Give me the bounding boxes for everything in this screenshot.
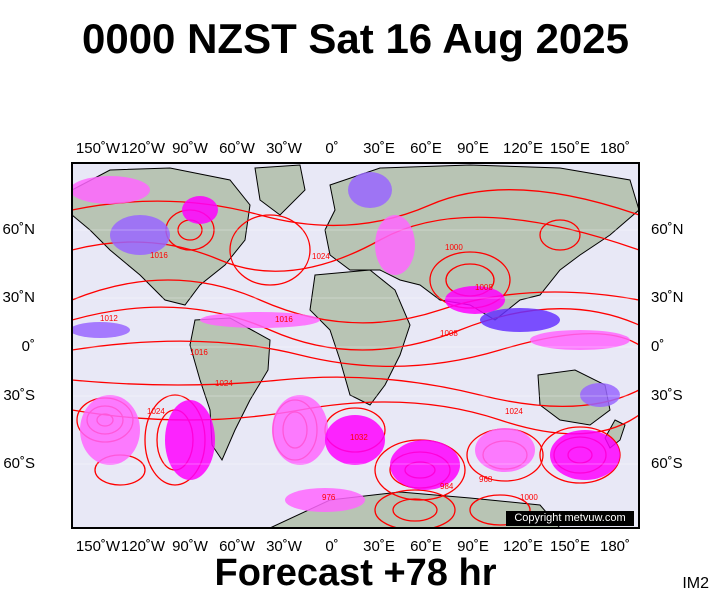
- lat-label-right: 60˚S: [651, 455, 683, 472]
- graticule: [72, 229, 639, 465]
- isobar-label: 984: [440, 482, 454, 491]
- isobar-label: 1032: [350, 433, 368, 442]
- isobar-label: 1016: [150, 251, 168, 260]
- isobar-label: 1008: [440, 329, 458, 338]
- lon-label-bottom: 90˚E: [457, 538, 489, 555]
- lon-label-top: 60˚E: [410, 140, 442, 157]
- lat-label-right: 30˚N: [651, 289, 684, 306]
- lon-label-top: 90˚W: [172, 140, 208, 157]
- lon-label-bottom: 60˚E: [410, 538, 442, 555]
- map-frame: [71, 162, 640, 529]
- lon-label-bottom: 120˚E: [502, 538, 544, 555]
- lon-label-bottom: 30˚E: [363, 538, 395, 555]
- lon-label-top: 150˚W: [75, 140, 121, 157]
- isobar-label: 1000: [445, 243, 463, 252]
- lon-label-bottom: 0˚: [325, 538, 339, 555]
- isobar-label: 1008: [475, 283, 493, 292]
- lon-label-bottom: 30˚W: [266, 538, 302, 555]
- lat-label-right: 60˚N: [651, 221, 684, 238]
- lon-label-top: 30˚E: [363, 140, 395, 157]
- lon-label-top: 30˚W: [266, 140, 302, 157]
- isobar-label: 976: [322, 493, 336, 502]
- lat-label-left: 60˚S: [3, 455, 35, 472]
- lat-label-right: 30˚S: [651, 387, 683, 404]
- isobar-label: 1024: [215, 379, 233, 388]
- lon-label-bottom: 120˚W: [120, 538, 166, 555]
- lon-label-bottom: 60˚W: [219, 538, 255, 555]
- lat-label-left: 0˚: [21, 338, 35, 355]
- lat-label-left: 30˚S: [3, 387, 35, 404]
- lon-label-bottom: 90˚W: [172, 538, 208, 555]
- isobar-labels: 1016 1016 1016 1008 1008 1000 1000 1024 …: [100, 243, 538, 502]
- lon-label-top: 150˚E: [549, 140, 591, 157]
- isobar-label: 1024: [147, 407, 165, 416]
- image-code: IM2: [682, 575, 709, 592]
- isobar-label: 1016: [275, 315, 293, 324]
- isobar-label: 1024: [312, 252, 330, 261]
- land-australia: [537, 369, 611, 426]
- land-south-america: [189, 317, 271, 462]
- map-title: 0000 NZST Sat 16 Aug 2025: [81, 15, 630, 62]
- forecast-label: Forecast +78 hr: [214, 552, 497, 594]
- lon-label-top: 90˚E: [457, 140, 489, 157]
- lat-label-left: 60˚N: [2, 221, 35, 238]
- lat-label-left: 30˚N: [2, 289, 35, 306]
- isobar-label: 1000: [520, 493, 538, 502]
- lon-label-bottom: 150˚E: [549, 538, 591, 555]
- isobar-label: 1012: [100, 314, 118, 323]
- land-greenland: [254, 164, 306, 216]
- lon-label-top: 60˚W: [219, 140, 255, 157]
- isobar-label: 1024: [505, 407, 523, 416]
- isobar-label: 1016: [190, 348, 208, 357]
- lon-label-bottom: 180˚: [599, 538, 631, 555]
- lon-label-top: 180˚: [599, 140, 631, 157]
- lon-label-top: 120˚W: [120, 140, 166, 157]
- lat-label-right: 0˚: [651, 338, 665, 355]
- land-africa: [309, 269, 411, 406]
- lon-label-top: 120˚E: [502, 140, 544, 157]
- lon-label-bottom: 150˚W: [75, 538, 121, 555]
- precipitation: [72, 172, 630, 512]
- isobar-label: 968: [479, 475, 493, 484]
- lon-label-top: 0˚: [325, 140, 339, 157]
- copyright-notice: Copyright metvuw.com: [506, 511, 634, 526]
